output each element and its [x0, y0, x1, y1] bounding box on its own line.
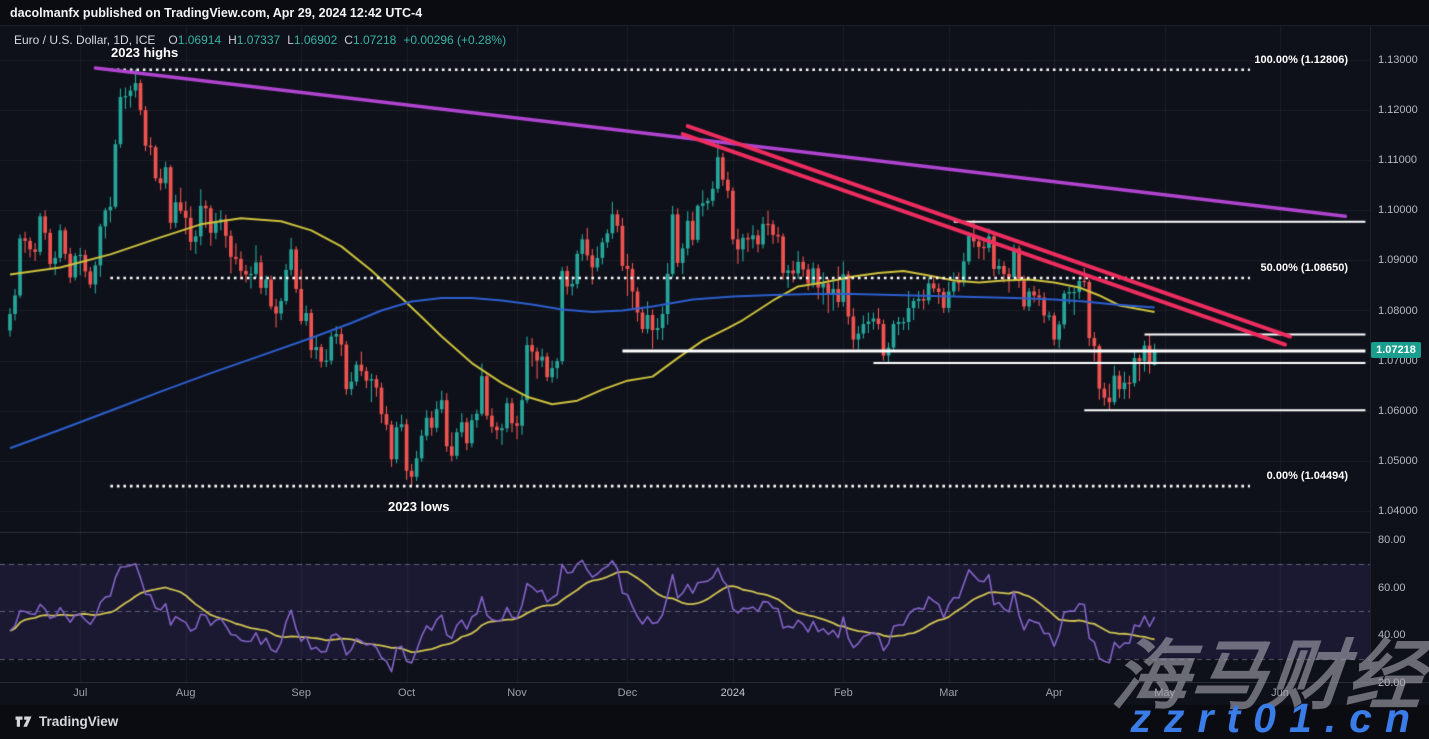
fib-level-label: 100.00% (1.12806)	[1254, 53, 1348, 66]
time-tick-Oct: Oct	[398, 687, 416, 699]
ohlc-key: C	[344, 33, 353, 47]
price-tick-label: 1.12000	[1378, 104, 1418, 117]
ohlc-value: 1.07337	[236, 33, 281, 47]
price-axis[interactable]: 1.07218 1.13000 1.12000 1.11000 1.10000 1.09…	[1370, 26, 1429, 689]
time-tick-Feb: Feb	[833, 687, 853, 699]
time-tick-Jun: Jun	[1271, 687, 1289, 699]
time-tick-2024: 2024	[720, 687, 746, 699]
tradingview-logo-icon	[15, 716, 32, 727]
time-tick-May: May	[1154, 687, 1175, 699]
chart-legend[interactable]: Euro / U.S. Dollar, 1D, ICE O1.06914 H1.07…	[14, 33, 506, 47]
symbol-title: Euro / U.S. Dollar, 1D, ICE	[14, 33, 156, 47]
fib-level-label: 50.00% (1.08650)	[1260, 261, 1348, 274]
rsi-tick-label: 80.00	[1378, 534, 1406, 546]
time-tick-Dec: Dec	[617, 687, 638, 699]
time-tick-Nov: Nov	[507, 687, 527, 699]
price-tick-label: 1.09000	[1378, 254, 1418, 267]
rsi-tick-label: 60.00	[1378, 581, 1406, 594]
rsi-tick-label: 40.00	[1378, 629, 1406, 641]
tradingview-logo-text: TradingView	[39, 714, 119, 729]
annotation-2023-lows: 2023 lows	[388, 499, 450, 514]
price-tick-label: 1.05000	[1378, 454, 1418, 467]
footer-bar: TradingView	[0, 705, 1429, 739]
price-tick-label: 1.08000	[1378, 304, 1418, 317]
ohlc-value: 1.07218	[352, 33, 397, 47]
price-tick-label: 1.10000	[1378, 204, 1418, 217]
ohlc-values: O1.06914 H1.07337 L1.06902 C1.07218 +0.00296…	[161, 33, 506, 47]
price-and-rsi-chart-canvas[interactable]	[0, 26, 1370, 682]
fib-level-label: 0.00% (1.04494)	[1266, 470, 1348, 483]
price-tick-label: 1.06000	[1378, 404, 1418, 417]
ohlc-key: O	[168, 33, 178, 47]
rsi-tick-label: 20.00	[1378, 676, 1406, 689]
price-tick-label: 1.13000	[1378, 54, 1418, 66]
time-tick-Mar: Mar	[939, 687, 959, 699]
ohlc-key: L	[287, 33, 294, 47]
last-price-badge: 1.07218	[1371, 341, 1421, 358]
ohlc-value: 1.06902	[293, 33, 338, 47]
ohlc-value: 1.06914	[177, 33, 222, 47]
annotation-2023-highs: 2023 highs	[111, 45, 179, 60]
tradingview-logo[interactable]: TradingView	[14, 712, 118, 731]
time-tick-Aug: Aug	[175, 687, 196, 699]
price-tick-label: 1.11000	[1378, 154, 1417, 167]
ohlc-key: H	[228, 33, 237, 47]
price-tick-label: 1.04000	[1378, 504, 1418, 517]
time-axis[interactable]: Jul Aug Sep Oct Nov Dec 2024 Feb Mar Apr May Jun	[0, 682, 1429, 705]
change-value: +0.00296 (+0.28%)	[403, 33, 507, 47]
time-tick-Apr: Apr	[1045, 687, 1063, 699]
publish-banner: dacolmanfx published on TradingView.com,…	[0, 0, 1429, 26]
time-tick-Jul: Jul	[73, 687, 88, 699]
time-tick-Sep: Sep	[291, 687, 311, 699]
